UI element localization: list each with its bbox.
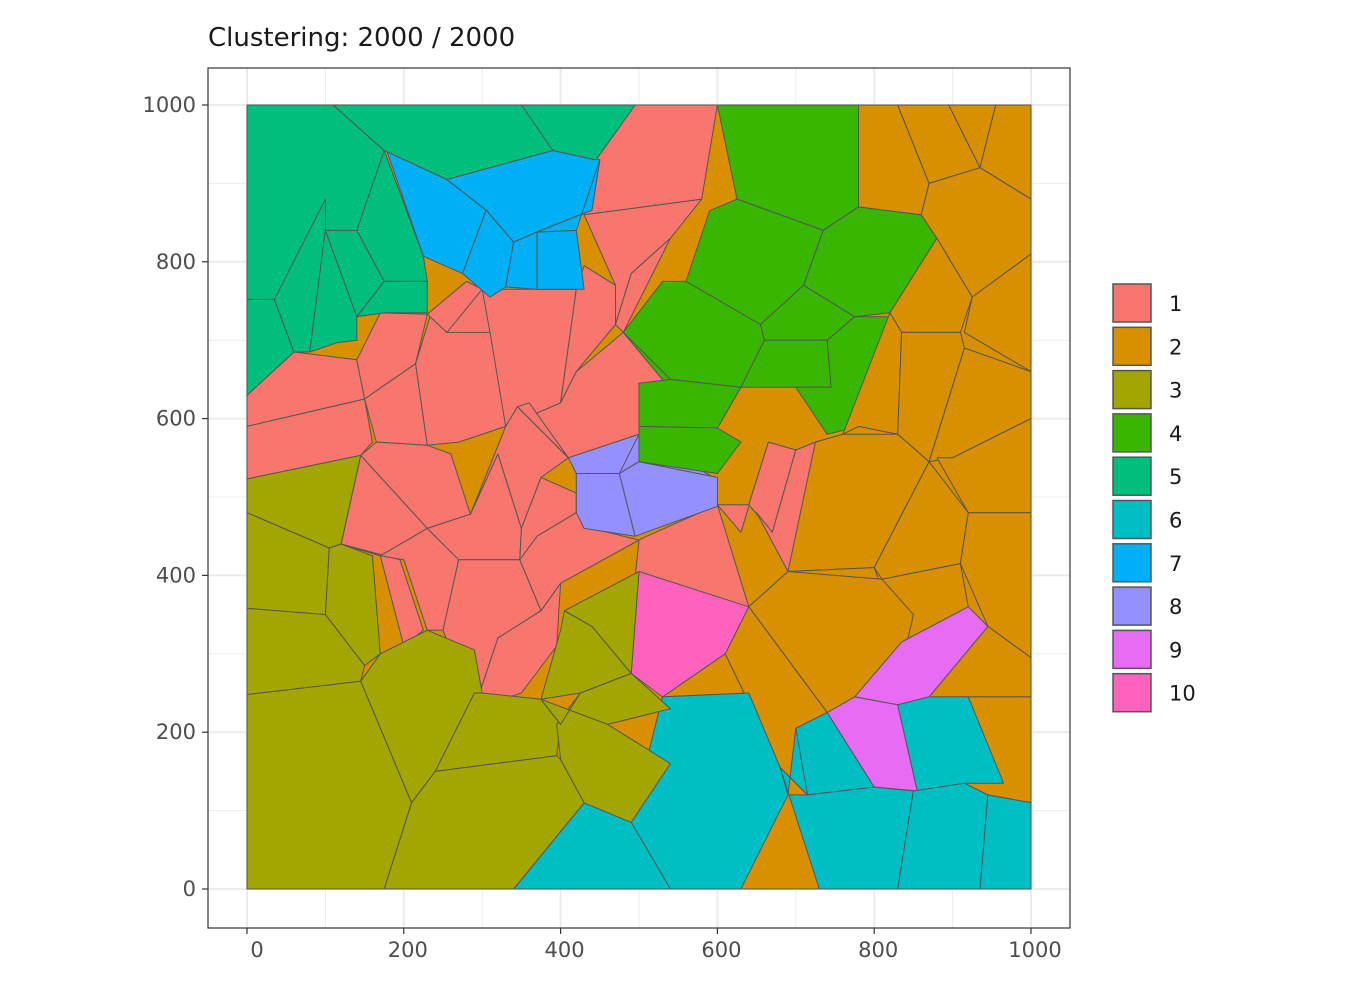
plot-panel: 0 200 400 600 800 1000 0 200 400 600 800 1000 xyxy=(143,67,1071,962)
voronoi-cell-cluster-3 xyxy=(383,755,585,890)
y-tick-label: 400 xyxy=(156,563,196,587)
legend-label: 8 xyxy=(1169,595,1182,619)
voronoi-cell-cluster-7 xyxy=(536,159,601,233)
voronoi-cell-cluster-2 xyxy=(842,312,903,435)
x-tick-label: 200 xyxy=(388,938,428,962)
x-tick-label: 600 xyxy=(701,938,741,962)
legend-item-8: 8 xyxy=(1112,586,1182,626)
panel-border xyxy=(207,67,1071,929)
voronoi-cell-cluster-7 xyxy=(536,229,585,290)
axes: 0 200 400 600 800 1000 0 200 400 600 800 1000 xyxy=(143,93,1062,962)
voronoi-cells xyxy=(246,104,1032,890)
legend-key xyxy=(1112,413,1152,453)
x-tick-label: 400 xyxy=(545,938,585,962)
legend-key xyxy=(1112,456,1152,496)
voronoi-cell-cluster-1 xyxy=(519,512,640,612)
legend-key xyxy=(1112,629,1152,670)
y-tick-label: 800 xyxy=(156,250,196,274)
legend-item-3: 3 xyxy=(1112,369,1182,410)
legend-item-6: 6 xyxy=(1112,499,1182,540)
x-tick-label: 0 xyxy=(250,938,263,962)
x-tick-label: 800 xyxy=(858,938,898,962)
legend-label: 6 xyxy=(1169,509,1182,533)
legend-key xyxy=(1112,369,1152,410)
y-tick-label: 600 xyxy=(156,407,196,431)
y-tick-label: 200 xyxy=(156,720,196,744)
legend-label: 7 xyxy=(1169,552,1182,576)
voronoi-cell-cluster-8 xyxy=(618,461,718,537)
y-tick-label: 1000 xyxy=(143,93,196,117)
voronoi-cell-cluster-5 xyxy=(356,150,428,282)
legend-label: 3 xyxy=(1169,379,1182,403)
voronoi-cell-cluster-5 xyxy=(356,280,428,318)
voronoi-cell-cluster-6 xyxy=(979,794,1032,890)
legend-item-5: 5 xyxy=(1112,456,1182,496)
legend-key xyxy=(1112,586,1152,626)
legend-item-1: 1 xyxy=(1112,283,1182,323)
voronoi-cell-cluster-3 xyxy=(564,571,640,674)
voronoi-cell-cluster-4 xyxy=(638,425,742,474)
legend-key xyxy=(1112,326,1152,367)
chart-title: Clustering: 2000 / 2000 xyxy=(208,23,515,53)
voronoi-cell-cluster-5 xyxy=(309,229,358,353)
legend-key xyxy=(1112,499,1152,540)
legend-label: 10 xyxy=(1169,682,1196,706)
legend-label: 2 xyxy=(1169,335,1182,359)
legend-item-7: 7 xyxy=(1112,543,1182,583)
y-tick-label: 0 xyxy=(183,877,196,901)
legend-label: 5 xyxy=(1169,465,1182,489)
legend: 1 2 3 4 5 6 7 8 9 10 xyxy=(1112,283,1196,713)
voronoi-cell-cluster-7 xyxy=(462,209,515,298)
legend-item-2: 2 xyxy=(1112,326,1182,367)
legend-label: 4 xyxy=(1169,422,1182,446)
legend-item-10: 10 xyxy=(1112,672,1196,713)
x-tick-label: 1000 xyxy=(1008,938,1061,962)
voronoi-cell-cluster-1 xyxy=(356,312,428,400)
legend-key xyxy=(1112,283,1152,323)
legend-label: 9 xyxy=(1169,638,1182,662)
legend-item-4: 4 xyxy=(1112,413,1182,453)
legend-item-9: 9 xyxy=(1112,629,1182,670)
legend-label: 1 xyxy=(1169,292,1182,316)
cell-region-border xyxy=(246,104,1032,890)
legend-key xyxy=(1112,543,1152,583)
legend-key xyxy=(1112,672,1152,713)
